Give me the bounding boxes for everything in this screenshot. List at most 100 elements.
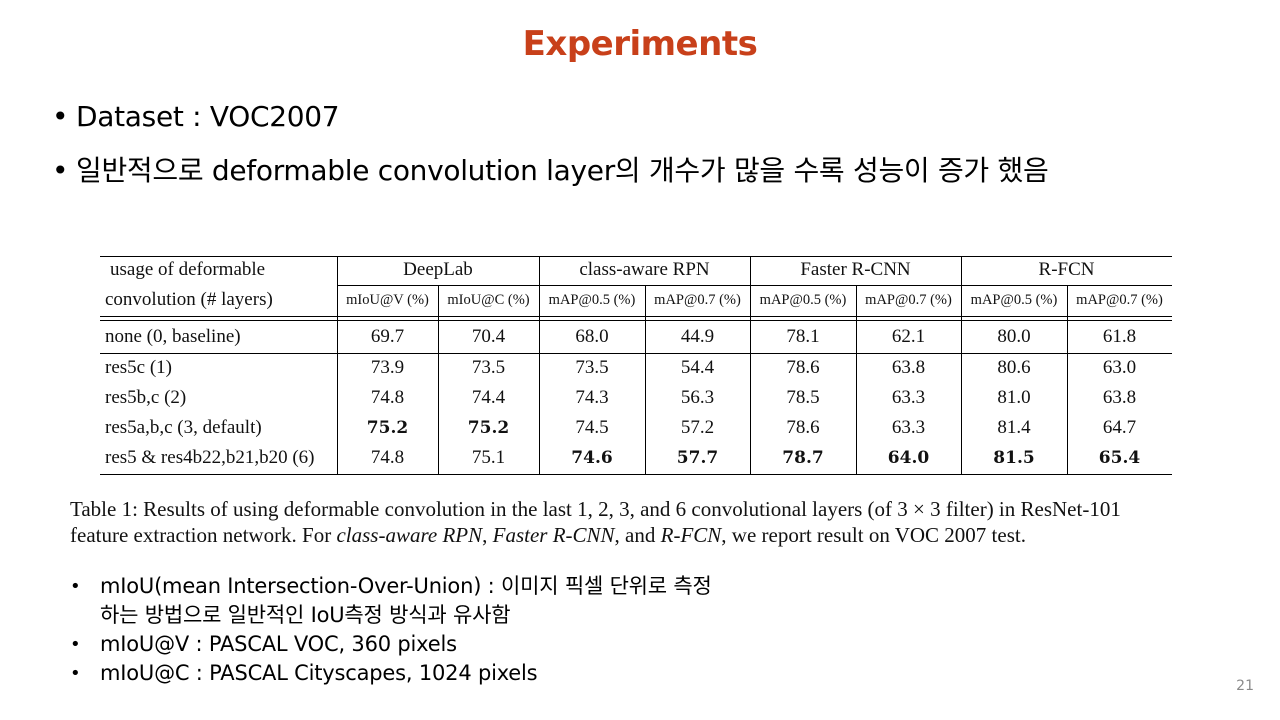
- table-cell: 78.5: [786, 387, 820, 408]
- bullet-miou-c: • mIoU@C : PASCAL Cityscapes, 1024 pixel…: [70, 659, 712, 688]
- bullet-miou-v: • mIoU@V : PASCAL VOC, 360 pixels: [70, 630, 712, 659]
- bullet-dot-icon: •: [70, 576, 81, 597]
- table-column-rule: [438, 285, 439, 475]
- group-header: DeepLab: [403, 259, 473, 280]
- table-cell: 73.9: [370, 357, 405, 378]
- table-cell: 78.1: [786, 326, 820, 347]
- table-cell: 65.4: [1098, 448, 1141, 468]
- group-header: Faster R-CNN: [800, 259, 911, 280]
- table-cell: 74.3: [575, 387, 609, 408]
- table-cell: 80.6: [997, 357, 1031, 378]
- table-cell: 63.0: [1102, 357, 1137, 378]
- bullet-miou-definition: • mIoU(mean Intersection-Over-Union) : 이…: [70, 572, 712, 630]
- header-label-line1: usage of deformable: [110, 259, 266, 280]
- group-header: R-FCN: [1038, 259, 1095, 280]
- table-cell: 63.3: [891, 387, 926, 408]
- table-column-rule: [1067, 285, 1068, 475]
- group-header: class-aware RPN: [579, 259, 710, 280]
- metric-header: mIoU@C (%): [447, 292, 530, 308]
- caption-italic: class-aware RPN: [336, 523, 483, 547]
- bullet-dot-icon: •: [52, 154, 69, 187]
- caption-text: , we report result on VOC 2007 test.: [721, 523, 1026, 547]
- metric-header: mAP@0.7 (%): [1076, 292, 1163, 308]
- table-cell: 56.3: [680, 387, 715, 408]
- top-bullet-list: • Dataset : VOC2007 • 일반적으로 deformable c…: [50, 90, 1049, 198]
- table-cell: 74.5: [575, 417, 609, 438]
- bottom-bullet-list: • mIoU(mean Intersection-Over-Union) : 이…: [70, 572, 712, 688]
- table-cell: 75.2: [467, 418, 510, 438]
- table-cell: 64.0: [887, 448, 930, 468]
- table-cell: 70.4: [471, 326, 506, 347]
- bullet-text: mIoU@V : PASCAL VOC, 360 pixels: [100, 632, 457, 656]
- caption-italic: R-FCN: [660, 523, 722, 547]
- table-cell: 74.6: [571, 448, 613, 468]
- row-label: res5c (1): [105, 357, 172, 378]
- table-cell: 54.4: [680, 357, 715, 378]
- table-cell: 78.6: [786, 357, 820, 378]
- caption-italic: Faster R-CNN: [492, 523, 615, 547]
- bullet-dot-icon: •: [70, 634, 81, 655]
- table-header-rule-2: [100, 320, 1172, 321]
- bullet-text: 일반적으로 deformable convolution layer의 개수가 …: [76, 154, 1049, 187]
- metric-header: mAP@0.7 (%): [654, 292, 741, 308]
- table-cell: 81.4: [997, 417, 1031, 438]
- row-label: res5 & res4b22,b21,b20 (6): [105, 447, 315, 468]
- table-baseline-rule: [100, 353, 1172, 354]
- caption-line1: Table 1: Results of using deformable con…: [70, 497, 1121, 521]
- table-cell: 63.8: [891, 357, 926, 378]
- table-column-rule: [539, 256, 540, 475]
- results-table: usage of deformable convolution (# layers…: [100, 256, 1172, 475]
- bullet-summary: • 일반적으로 deformable convolution layer의 개수…: [50, 144, 1049, 198]
- table-column-rule: [961, 256, 962, 475]
- table-cell: 73.5: [471, 357, 506, 378]
- table-cell: 75.2: [366, 418, 409, 438]
- table-top-rule: [100, 256, 1172, 257]
- metric-header: mAP@0.5 (%): [970, 292, 1058, 308]
- table-bottom-rule: [100, 474, 1172, 475]
- table-group-rule: [337, 285, 1172, 286]
- table-cell: 81.0: [997, 387, 1031, 408]
- bullet-text: Dataset : VOC2007: [76, 100, 340, 133]
- table-cell: 64.7: [1102, 417, 1137, 438]
- table-cell: 73.5: [575, 357, 609, 378]
- header-label-line2: convolution (# layers): [105, 289, 273, 310]
- table-cell: 80.0: [997, 326, 1031, 347]
- bullet-text: mIoU(mean Intersection-Over-Union) : 이미지…: [100, 574, 712, 598]
- table-column-rule: [337, 256, 338, 475]
- metric-header: mAP@0.5 (%): [759, 292, 847, 308]
- row-label: none (0, baseline): [105, 326, 241, 347]
- table-column-rule: [645, 285, 646, 475]
- table-cell: 74.8: [370, 387, 405, 408]
- table-cell: 62.1: [891, 326, 926, 347]
- bullet-dot-icon: •: [70, 663, 81, 684]
- table-cell: 74.8: [370, 447, 405, 468]
- bullet-dot-icon: •: [52, 100, 69, 133]
- table-cell: 78.6: [786, 417, 820, 438]
- row-label: res5b,c (2): [105, 387, 187, 408]
- bullet-text: mIoU@C : PASCAL Cityscapes, 1024 pixels: [100, 661, 538, 685]
- row-label: res5a,b,c (3, default): [105, 417, 262, 438]
- table-cell: 44.9: [680, 326, 715, 347]
- page-number: 21: [1236, 678, 1254, 694]
- table-cell: 63.8: [1102, 387, 1137, 408]
- bullet-dataset: • Dataset : VOC2007: [50, 90, 1048, 144]
- table-cell: 63.3: [891, 417, 926, 438]
- table-cell: 74.4: [471, 387, 506, 408]
- bullet-text: 하는 방법으로 일반적인 IoU측정 방식과 유사함: [100, 603, 511, 627]
- table-cell: 78.7: [782, 448, 824, 468]
- slide-title: Experiments: [522, 24, 758, 64]
- table-cell: 57.7: [676, 448, 719, 468]
- caption-text: feature extraction network. For: [70, 523, 337, 547]
- table-column-rule: [750, 256, 751, 475]
- table-header-rule: [100, 316, 1172, 317]
- table-cell: 81.5: [993, 448, 1035, 468]
- table-cell: 75.1: [471, 447, 506, 468]
- metric-header: mIoU@V (%): [346, 292, 429, 308]
- caption-text: , and: [614, 523, 661, 547]
- metric-header: mAP@0.5 (%): [548, 292, 636, 308]
- metric-header: mAP@0.7 (%): [865, 292, 952, 308]
- table-cell: 69.7: [370, 326, 405, 347]
- table-caption: Table 1: Results of using deformable con…: [70, 496, 1220, 548]
- table-cell: 57.2: [680, 417, 715, 438]
- table-cell: 61.8: [1102, 326, 1137, 347]
